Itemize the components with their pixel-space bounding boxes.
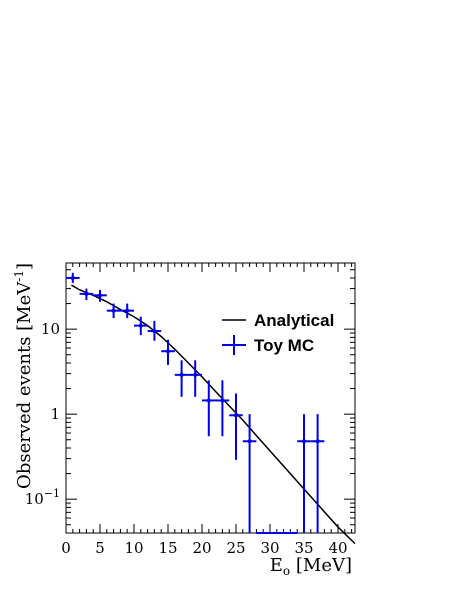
y-tick-label: 10 [41, 320, 60, 338]
toy-mc-marker [193, 372, 198, 377]
legend-analytical-label: Analytical [254, 311, 334, 330]
toy-mc-point [229, 393, 243, 460]
x-tick-label: 5 [95, 539, 105, 557]
x-tick-label: 25 [226, 539, 245, 557]
plot-frame [65, 262, 356, 534]
x-axis-title: Eo [MeV] [270, 555, 352, 578]
toy-mc-points [66, 272, 325, 534]
toy-mc-marker [138, 323, 143, 328]
toy-mc-point [310, 414, 325, 533]
x-tick-label: 20 [192, 539, 211, 557]
y-tick-label: 1 [50, 405, 60, 423]
toy-mc-point [79, 288, 94, 301]
toy-mc-marker [220, 398, 225, 403]
toy-mc-marker [302, 439, 306, 444]
toy-mc-marker [315, 439, 320, 444]
toy-mc-point [202, 380, 216, 437]
y-tick-labels: 10 1 10−1 [25, 320, 60, 508]
legend-toymc-label: Toy MC [254, 336, 314, 355]
toy-mc-point [134, 316, 148, 336]
toy-mc-point [66, 272, 80, 283]
toy-mc-marker [125, 308, 130, 313]
x-tick-label: 0 [61, 539, 71, 557]
tick-marks [65, 262, 355, 534]
toy-mc-point [297, 414, 311, 533]
toy-mc-marker [98, 293, 102, 298]
x-tick-label: 30 [260, 539, 279, 557]
toy-mc-marker [111, 308, 116, 313]
toy-mc-point [93, 289, 107, 302]
toy-mc-point [188, 360, 202, 397]
y-tick-label: 10−1 [25, 487, 60, 508]
toy-mc-marker [206, 398, 211, 403]
x-tick-labels: 0 5 10 15 20 25 30 35 40 [61, 539, 347, 557]
x-tick-label: 35 [294, 539, 313, 557]
toy-mc-marker [179, 372, 184, 377]
toy-mc-point [120, 303, 134, 319]
toy-mc-point [106, 303, 121, 319]
toy-mc-marker [166, 349, 170, 354]
legend: Analytical Toy MC [222, 311, 334, 355]
toy-mc-marker [234, 413, 238, 418]
x-tick-label: 10 [124, 539, 143, 557]
toy-mc-point [161, 339, 175, 365]
toy-mc-marker [152, 329, 157, 334]
toy-mc-marker [70, 275, 75, 280]
toy-mc-marker [247, 439, 252, 444]
y-axis-title: Observed events [MeV-1] [12, 263, 35, 489]
toy-mc-marker [84, 291, 89, 296]
toy-mc-point [242, 414, 257, 533]
toy-mc-point [174, 360, 189, 397]
toy-mc-point [215, 380, 230, 437]
x-tick-label: 40 [328, 539, 347, 557]
x-tick-label: 15 [158, 539, 177, 557]
toy-mc-point [147, 320, 162, 341]
